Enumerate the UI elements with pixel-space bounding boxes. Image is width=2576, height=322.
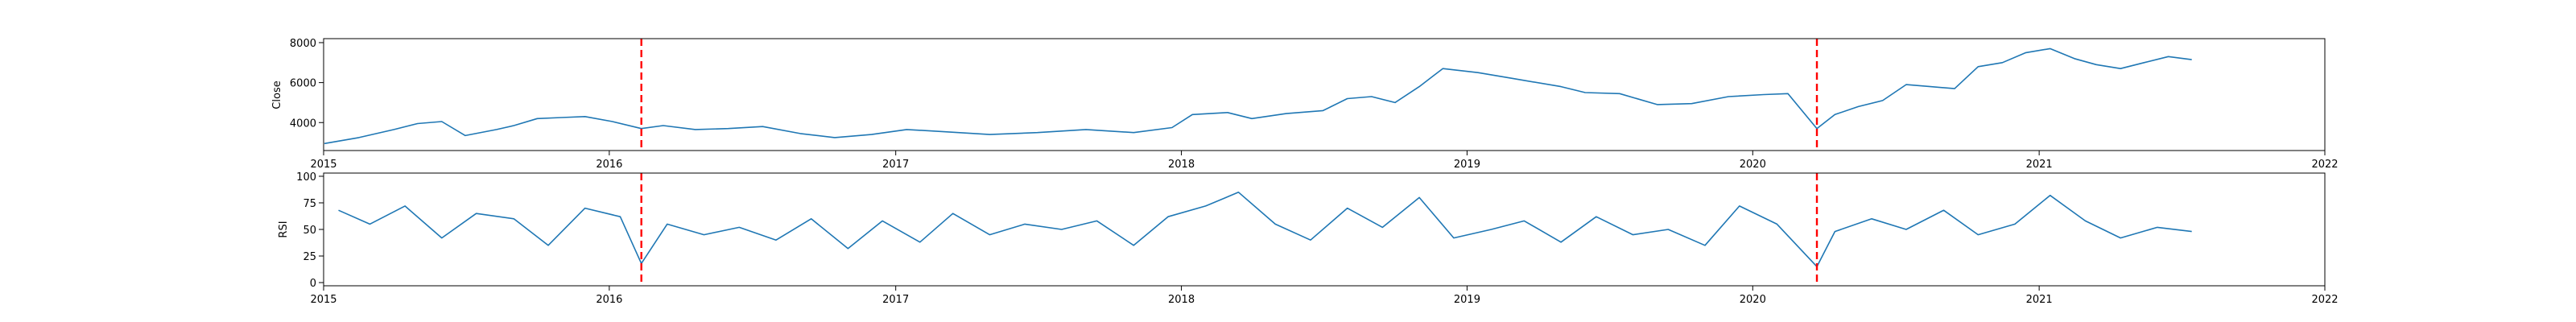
close-panel: Close 2015 2016 2017 2018 2019 2020 2021 2022 40… bbox=[271, 38, 2339, 171]
rsi-x-tick-label: 2017 bbox=[882, 294, 909, 306]
rsi-y-tick-label: 0 bbox=[310, 278, 316, 290]
close-x-tick-label: 2020 bbox=[1740, 159, 1766, 171]
rsi-series-line bbox=[338, 192, 2192, 268]
rsi-x-tick-label: 2021 bbox=[2026, 294, 2053, 306]
close-y-tick-label: 4000 bbox=[290, 118, 316, 130]
close-x-tick-label: 2016 bbox=[596, 159, 622, 171]
rsi-x-tick-label: 2018 bbox=[1168, 294, 1195, 306]
close-y-axis-label: Close bbox=[271, 80, 283, 109]
close-x-tick-label: 2022 bbox=[2311, 159, 2338, 171]
rsi-plot-frame bbox=[323, 172, 2326, 287]
close-x-tick-label: 2018 bbox=[1168, 159, 1195, 171]
close-x-tick-label: 2017 bbox=[882, 159, 909, 171]
close-x-tick-label: 2021 bbox=[2026, 159, 2053, 171]
rsi-y-tick-label: 100 bbox=[296, 171, 316, 184]
rsi-panel: RSI 2015 2016 2017 2018 2019 2020 2021 2022 0 25 5… bbox=[278, 171, 2339, 306]
close-plot-frame bbox=[323, 38, 2326, 151]
rsi-y-tick-label: 25 bbox=[303, 251, 316, 263]
close-y-tick-label: 8000 bbox=[290, 38, 316, 50]
rsi-x-tick-label: 2015 bbox=[310, 294, 336, 306]
rsi-y-tick-label: 75 bbox=[303, 198, 316, 210]
close-x-tick-label: 2015 bbox=[310, 159, 336, 171]
rsi-y-axis-label: RSI bbox=[278, 221, 290, 237]
close-y-tick-label: 6000 bbox=[290, 78, 316, 90]
close-x-tick-label: 2019 bbox=[1454, 159, 1480, 171]
rsi-x-tick-label: 2019 bbox=[1454, 294, 1480, 306]
rsi-y-tick-label: 50 bbox=[303, 225, 316, 237]
rsi-x-tick-label: 2020 bbox=[1740, 294, 1766, 306]
rsi-x-tick-label: 2016 bbox=[596, 294, 622, 306]
close-series-line bbox=[324, 47, 2192, 145]
rsi-x-tick-label: 2022 bbox=[2311, 294, 2338, 306]
